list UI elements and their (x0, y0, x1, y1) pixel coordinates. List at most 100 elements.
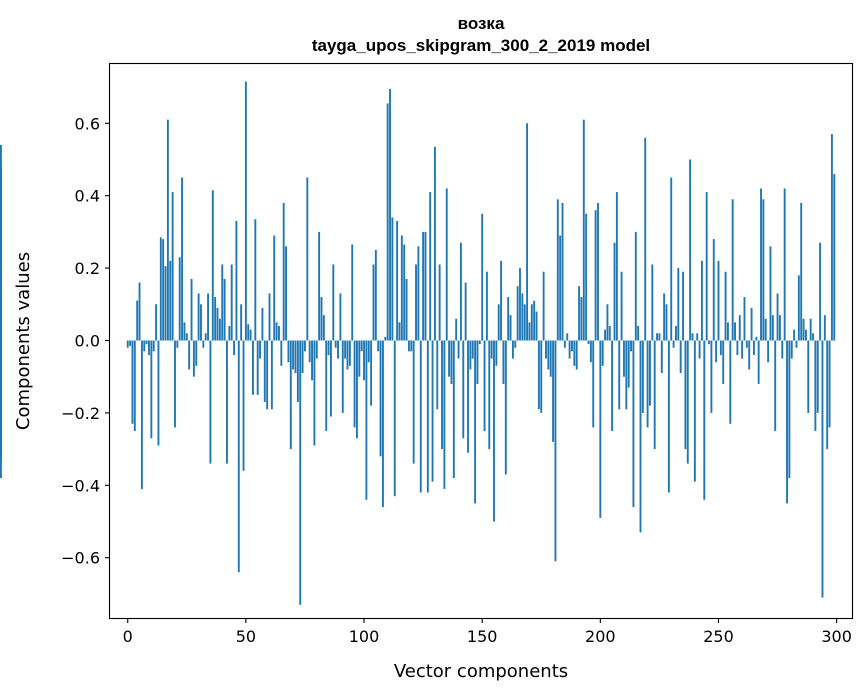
bar (355, 340, 358, 439)
bar (658, 333, 661, 341)
bar (516, 286, 519, 341)
bar (504, 340, 507, 475)
bar (202, 340, 205, 348)
bar (559, 235, 562, 341)
bar (197, 293, 200, 341)
bar (419, 340, 422, 493)
bar (523, 304, 526, 341)
bar (774, 340, 777, 432)
bar-series (0, 81, 836, 605)
bar (797, 275, 800, 341)
bar (254, 219, 257, 341)
bar (412, 340, 415, 464)
bar (469, 340, 472, 370)
bar (563, 340, 566, 348)
bar (131, 340, 134, 424)
bar (540, 340, 543, 413)
bar (623, 340, 625, 377)
bar (800, 202, 803, 341)
bar (637, 326, 640, 341)
y-tick-label: 0.0 (75, 332, 100, 351)
x-tick-label: 200 (585, 627, 616, 646)
bar (710, 340, 713, 413)
bar (790, 340, 793, 359)
bar (500, 260, 503, 341)
bar (703, 340, 706, 500)
y-tick-label: −0.4 (61, 476, 100, 495)
bar (514, 340, 517, 348)
bar (653, 340, 656, 450)
bar (393, 340, 396, 497)
bar (204, 333, 207, 341)
bar (639, 340, 642, 533)
y-tick-label: −0.2 (61, 404, 100, 423)
bar (481, 213, 484, 341)
bar (301, 340, 304, 374)
bar (738, 315, 741, 341)
bar (200, 304, 202, 341)
bar (268, 293, 271, 341)
bar (675, 326, 677, 341)
bar (448, 340, 451, 377)
bar (235, 221, 238, 341)
bar (722, 340, 725, 384)
y-tick-label: 0.2 (75, 259, 100, 278)
bar (826, 340, 829, 450)
bar (618, 340, 621, 410)
bar (644, 137, 647, 341)
bar (776, 293, 779, 341)
bar (315, 340, 318, 359)
bar (462, 340, 465, 439)
bar (769, 246, 772, 341)
bar (755, 336, 758, 341)
bar (190, 278, 193, 341)
bar (188, 340, 191, 370)
bar (308, 340, 311, 363)
bar (221, 264, 224, 341)
bar (660, 340, 663, 374)
bar (400, 235, 403, 341)
bar (252, 340, 254, 395)
bar (464, 282, 467, 341)
bar (244, 81, 247, 341)
x-axis-label: Vector components (394, 661, 568, 682)
bar (741, 340, 744, 359)
bar (793, 329, 796, 341)
bar (455, 318, 458, 341)
bar (183, 322, 186, 341)
bar (802, 318, 805, 341)
bar (209, 340, 212, 464)
bar (597, 202, 599, 341)
bar (230, 264, 233, 341)
bar (282, 202, 285, 341)
plot-frame (108, 62, 854, 620)
bar (587, 340, 590, 345)
bar (403, 244, 406, 341)
bar (575, 340, 578, 370)
bar (407, 340, 410, 352)
bar (646, 340, 649, 428)
bar (285, 246, 287, 341)
bar (360, 340, 363, 352)
bar (459, 242, 462, 341)
bar (136, 300, 139, 341)
bar (715, 340, 718, 363)
bar (422, 231, 425, 341)
bar (712, 239, 715, 341)
bar (304, 340, 306, 352)
bar (604, 329, 607, 341)
bar (795, 340, 798, 348)
x-tick-label: 50 (236, 627, 256, 646)
bar (549, 340, 552, 377)
bar (667, 340, 670, 493)
bar (717, 260, 720, 341)
bar (367, 340, 370, 363)
bar (138, 282, 141, 341)
bar (433, 146, 436, 341)
bar (589, 340, 592, 363)
bar (275, 322, 278, 341)
bar (571, 340, 573, 352)
bar (833, 173, 836, 341)
bar (152, 340, 155, 352)
